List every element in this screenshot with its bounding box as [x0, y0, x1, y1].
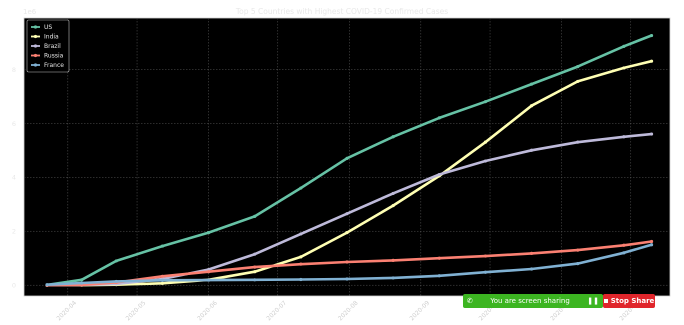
legend-marker — [33, 53, 38, 58]
legend-box — [26, 19, 70, 73]
data-point-india — [160, 281, 165, 285]
data-point-india — [649, 59, 654, 63]
data-point-india — [391, 203, 395, 208]
data-point-us — [649, 33, 654, 38]
data-point-france — [345, 277, 349, 281]
data-point-brazil — [345, 212, 349, 216]
data-point-russia — [253, 265, 257, 269]
data-point-brazil — [391, 191, 395, 196]
data-point-france — [529, 267, 534, 271]
data-point-france — [114, 279, 118, 284]
data-point-russia — [160, 274, 165, 278]
data-point-us — [437, 116, 441, 120]
legend-marker — [33, 44, 38, 48]
data-point-france — [437, 274, 441, 278]
legend: US India Brazil Russia France — [26, 19, 70, 73]
data-point-us — [206, 230, 211, 235]
legend-label: Brazil — [44, 43, 61, 50]
y-offset-label: 1e6 — [23, 8, 37, 16]
legend-marker — [33, 63, 38, 67]
data-point-us — [80, 278, 84, 282]
data-point-france — [649, 243, 654, 247]
data-point-us — [529, 82, 534, 86]
data-point-us — [483, 100, 488, 104]
data-point-brazil — [649, 132, 654, 136]
data-point-us — [345, 156, 349, 160]
data-point-us — [160, 244, 165, 248]
data-point-us — [114, 259, 118, 263]
data-point-india — [299, 255, 303, 259]
y-tick-label: 6 — [12, 120, 16, 128]
data-point-russia — [529, 251, 534, 255]
data-point-france — [622, 251, 626, 255]
screen-sharing-bar[interactable]: ✆ You are screen sharing ❚❚ — [463, 294, 603, 308]
data-point-india — [483, 140, 488, 144]
data-point-france — [160, 278, 165, 282]
data-point-us — [299, 186, 303, 190]
data-point-france — [576, 262, 580, 266]
data-point-russia — [391, 258, 395, 262]
data-point-russia — [299, 262, 303, 266]
legend-marker — [33, 25, 38, 29]
data-point-france — [80, 281, 84, 285]
data-point-russia — [345, 260, 349, 264]
data-point-france — [45, 283, 49, 287]
data-point-brazil — [437, 172, 441, 177]
data-point-france — [206, 278, 211, 282]
series-layer — [45, 33, 654, 287]
legend-label: US — [44, 24, 52, 31]
data-point-india — [345, 230, 349, 235]
data-point-us — [391, 135, 395, 139]
data-point-brazil — [253, 252, 257, 256]
data-point-russia — [576, 248, 580, 252]
data-point-brazil — [529, 148, 534, 152]
data-point-india — [529, 104, 534, 108]
chart-title: Top 5 Countries with Highest COVID-19 Co… — [235, 7, 448, 16]
data-point-france — [483, 270, 488, 274]
y-tick-label: 4 — [12, 174, 16, 182]
data-point-france — [299, 277, 303, 282]
grid — [24, 18, 670, 296]
data-point-brazil — [483, 159, 488, 163]
data-point-india — [576, 79, 580, 84]
legend-label: Russia — [44, 53, 64, 60]
pause-icon[interactable]: ❚❚ — [587, 297, 599, 305]
data-point-brazil — [576, 140, 580, 144]
data-point-france — [253, 278, 257, 282]
screen-sharing-text: You are screen sharing — [490, 297, 570, 305]
data-point-brazil — [299, 232, 303, 236]
data-point-us — [622, 44, 626, 48]
data-point-russia — [483, 254, 488, 258]
phone-icon: ✆ — [467, 297, 473, 305]
stop-icon — [603, 299, 608, 303]
stop-share-button[interactable]: Stop Share — [603, 294, 655, 308]
data-point-russia — [622, 243, 626, 247]
legend-marker — [33, 34, 38, 39]
y-tick-label: 0 — [12, 282, 16, 290]
legend-label: India — [44, 34, 59, 41]
data-point-russia — [206, 270, 211, 274]
stop-share-label: Stop Share — [610, 297, 655, 305]
data-point-france — [391, 276, 395, 280]
data-point-india — [622, 66, 626, 70]
y-axis: 0 2 4 6 8 — [12, 66, 16, 290]
legend-label: France — [44, 62, 64, 69]
y-tick-label: 2 — [12, 228, 16, 236]
data-point-brazil — [622, 135, 626, 139]
data-point-us — [576, 64, 580, 69]
data-point-russia — [649, 239, 654, 244]
data-point-india — [253, 270, 257, 274]
data-point-us — [253, 214, 257, 218]
data-point-russia — [437, 256, 441, 260]
y-tick-label: 8 — [12, 66, 16, 74]
